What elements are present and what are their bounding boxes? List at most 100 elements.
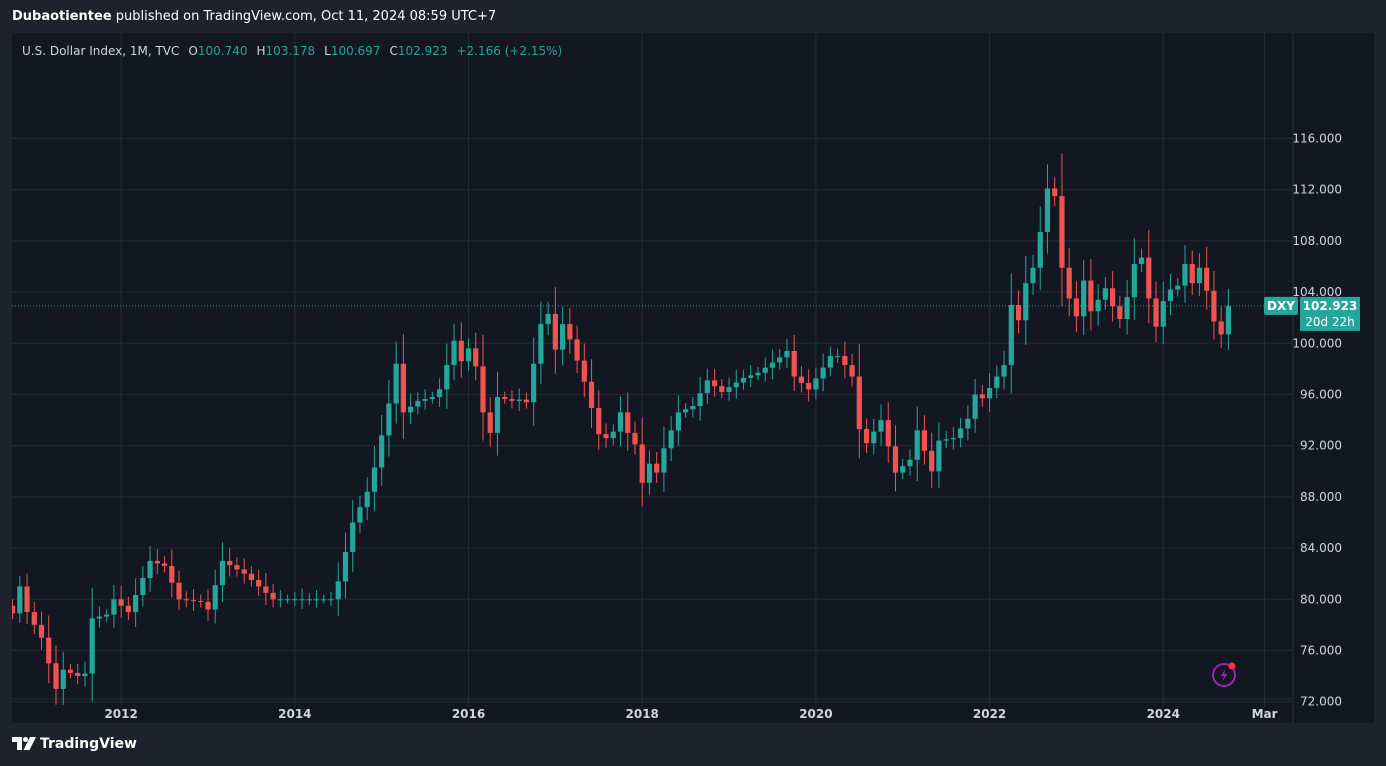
candle[interactable] bbox=[60, 651, 66, 705]
candle[interactable] bbox=[1138, 248, 1145, 272]
candle[interactable] bbox=[646, 450, 653, 495]
candle[interactable] bbox=[75, 663, 81, 685]
candle[interactable] bbox=[965, 405, 971, 441]
candle[interactable] bbox=[1030, 254, 1036, 295]
candle[interactable] bbox=[806, 369, 812, 402]
candle[interactable] bbox=[1044, 164, 1051, 254]
candle[interactable] bbox=[617, 396, 624, 447]
candle[interactable] bbox=[133, 578, 139, 628]
candle[interactable] bbox=[1182, 245, 1188, 303]
candle[interactable] bbox=[17, 576, 23, 623]
candle[interactable] bbox=[357, 495, 363, 533]
candle[interactable] bbox=[379, 415, 385, 486]
candle[interactable] bbox=[668, 416, 674, 461]
candle[interactable] bbox=[125, 596, 131, 621]
candle[interactable] bbox=[683, 403, 689, 418]
candle[interactable] bbox=[256, 569, 262, 596]
candle[interactable] bbox=[907, 449, 913, 476]
candle[interactable] bbox=[1001, 350, 1007, 390]
candle[interactable] bbox=[198, 594, 204, 608]
candle[interactable] bbox=[444, 343, 450, 409]
candle[interactable] bbox=[654, 452, 660, 484]
candle[interactable] bbox=[900, 458, 906, 480]
candle[interactable] bbox=[979, 385, 985, 407]
candle[interactable] bbox=[1052, 177, 1058, 207]
candle[interactable] bbox=[1167, 273, 1174, 316]
candle[interactable] bbox=[1218, 306, 1224, 348]
candle[interactable] bbox=[560, 306, 566, 366]
candle[interactable] bbox=[1037, 206, 1043, 291]
candle[interactable] bbox=[313, 590, 320, 608]
candle[interactable] bbox=[46, 615, 52, 684]
candle[interactable] bbox=[567, 308, 573, 354]
candle[interactable] bbox=[704, 368, 710, 404]
candle[interactable] bbox=[502, 391, 508, 404]
candle[interactable] bbox=[769, 349, 776, 380]
candle[interactable] bbox=[748, 365, 754, 388]
candle[interactable] bbox=[1095, 283, 1101, 326]
candle[interactable] bbox=[292, 591, 298, 607]
candle[interactable] bbox=[306, 593, 312, 605]
candle[interactable] bbox=[241, 558, 247, 584]
candle[interactable] bbox=[487, 397, 493, 447]
candle[interactable] bbox=[219, 542, 226, 602]
candle[interactable] bbox=[892, 425, 899, 492]
candle[interactable] bbox=[190, 589, 197, 611]
candle[interactable] bbox=[12, 599, 16, 620]
candle[interactable] bbox=[277, 590, 283, 608]
candle[interactable] bbox=[1225, 289, 1232, 350]
candle[interactable] bbox=[328, 591, 334, 607]
candle[interactable] bbox=[929, 432, 935, 488]
candle[interactable] bbox=[523, 392, 530, 409]
candle[interactable] bbox=[798, 366, 805, 393]
candle[interactable] bbox=[719, 379, 725, 399]
candle[interactable] bbox=[400, 334, 406, 439]
candle[interactable] bbox=[227, 548, 233, 577]
candle[interactable] bbox=[603, 423, 609, 448]
lightning-icon[interactable] bbox=[1212, 662, 1236, 687]
symbol-description[interactable]: U.S. Dollar Index, 1M, TVC bbox=[22, 44, 180, 58]
candle[interactable] bbox=[321, 594, 327, 604]
candle[interactable] bbox=[813, 367, 819, 400]
candle[interactable] bbox=[234, 557, 240, 577]
candle[interactable] bbox=[986, 372, 993, 413]
candle[interactable] bbox=[169, 549, 175, 598]
candle[interactable] bbox=[1131, 238, 1137, 321]
candle[interactable] bbox=[726, 377, 732, 401]
candle[interactable] bbox=[994, 365, 1000, 399]
candle[interactable] bbox=[147, 545, 153, 592]
candle[interactable] bbox=[140, 565, 146, 606]
candle[interactable] bbox=[639, 418, 645, 507]
candle[interactable] bbox=[183, 591, 189, 608]
candle[interactable] bbox=[422, 389, 428, 410]
candle[interactable] bbox=[1189, 250, 1195, 295]
candle[interactable] bbox=[856, 343, 862, 459]
candle[interactable] bbox=[67, 663, 74, 679]
candle[interactable] bbox=[1153, 281, 1159, 343]
candle[interactable] bbox=[263, 572, 269, 606]
candle[interactable] bbox=[1117, 295, 1123, 329]
candle[interactable] bbox=[784, 339, 790, 369]
candle[interactable] bbox=[914, 406, 920, 482]
candle[interactable] bbox=[248, 566, 255, 587]
candle[interactable] bbox=[835, 348, 841, 363]
candle[interactable] bbox=[350, 500, 356, 573]
candle[interactable] bbox=[284, 594, 291, 604]
candle[interactable] bbox=[950, 426, 956, 450]
candle[interactable] bbox=[1102, 277, 1108, 310]
candle[interactable] bbox=[675, 395, 681, 446]
candle[interactable] bbox=[885, 402, 891, 463]
candle[interactable] bbox=[1211, 270, 1217, 340]
candle[interactable] bbox=[53, 645, 59, 705]
candle[interactable] bbox=[1146, 230, 1152, 324]
candle[interactable] bbox=[154, 549, 160, 575]
candle[interactable] bbox=[458, 322, 464, 378]
candle[interactable] bbox=[588, 359, 595, 429]
candle[interactable] bbox=[878, 404, 884, 446]
candle[interactable] bbox=[299, 588, 305, 609]
candle[interactable] bbox=[176, 570, 182, 611]
candle[interactable] bbox=[1081, 259, 1087, 335]
candle[interactable] bbox=[972, 379, 978, 433]
candle[interactable] bbox=[820, 353, 826, 392]
candle[interactable] bbox=[31, 601, 37, 635]
